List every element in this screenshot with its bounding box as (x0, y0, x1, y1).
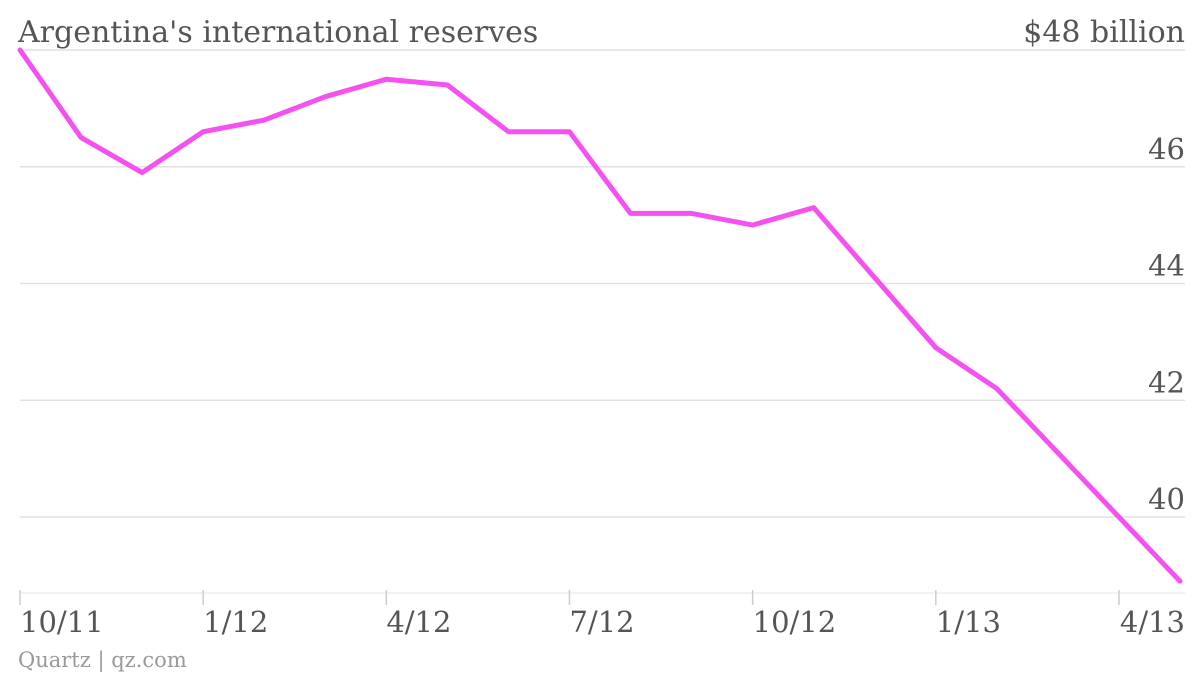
x-tick-label: 4/13 (1120, 605, 1185, 639)
y-axis-tick-labels: 46 44 42 40 (1148, 132, 1185, 516)
x-tick-label: 7/12 (569, 605, 634, 639)
y-tick-label: 46 (1148, 132, 1185, 166)
reserves-series-line (17, 47, 1183, 584)
x-tick-label: 1/13 (936, 605, 1001, 639)
chart-title: Argentina's international reserves (17, 15, 538, 50)
x-tick-label: 4/12 (386, 605, 451, 639)
x-tick-label: 10/12 (753, 605, 837, 639)
x-axis: 10/11 1/12 4/12 7/12 10/12 1/13 4/13 (19, 590, 1185, 639)
source-credit: Quartz | qz.com (18, 648, 187, 673)
y-tick-label: 40 (1148, 482, 1185, 516)
x-tick-label: 1/12 (203, 605, 268, 639)
x-tick-label: 10/11 (20, 605, 104, 639)
y-tick-label: 42 (1148, 365, 1185, 399)
gridlines (20, 49, 1185, 518)
y-axis-unit-label: $48 billion (1023, 15, 1185, 50)
y-tick-label: 44 (1148, 249, 1185, 283)
